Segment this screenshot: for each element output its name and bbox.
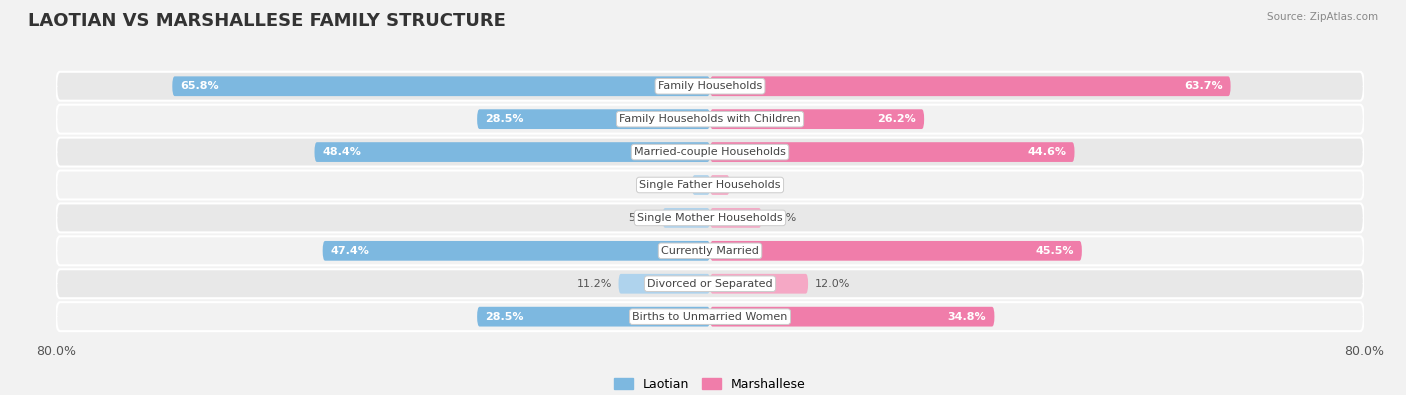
FancyBboxPatch shape <box>56 72 1364 101</box>
FancyBboxPatch shape <box>56 302 1364 331</box>
Text: Single Father Households: Single Father Households <box>640 180 780 190</box>
FancyBboxPatch shape <box>710 208 762 228</box>
Text: Currently Married: Currently Married <box>661 246 759 256</box>
Text: Family Households: Family Households <box>658 81 762 91</box>
FancyBboxPatch shape <box>56 105 1364 134</box>
Text: 5.8%: 5.8% <box>627 213 657 223</box>
FancyBboxPatch shape <box>56 236 1364 265</box>
FancyBboxPatch shape <box>619 274 710 293</box>
FancyBboxPatch shape <box>56 269 1364 298</box>
FancyBboxPatch shape <box>692 175 710 195</box>
Text: Married-couple Households: Married-couple Households <box>634 147 786 157</box>
Text: Source: ZipAtlas.com: Source: ZipAtlas.com <box>1267 12 1378 22</box>
Text: 26.2%: 26.2% <box>877 114 915 124</box>
Text: 12.0%: 12.0% <box>814 279 851 289</box>
Text: 28.5%: 28.5% <box>485 114 524 124</box>
Text: 65.8%: 65.8% <box>180 81 219 91</box>
Text: 47.4%: 47.4% <box>330 246 370 256</box>
Text: Family Households with Children: Family Households with Children <box>619 114 801 124</box>
Text: 48.4%: 48.4% <box>322 147 361 157</box>
Text: Single Mother Households: Single Mother Households <box>637 213 783 223</box>
FancyBboxPatch shape <box>173 76 710 96</box>
Text: 2.2%: 2.2% <box>657 180 686 190</box>
FancyBboxPatch shape <box>56 203 1364 232</box>
FancyBboxPatch shape <box>710 175 730 195</box>
FancyBboxPatch shape <box>710 241 1081 261</box>
Text: 28.5%: 28.5% <box>485 312 524 322</box>
Text: 2.4%: 2.4% <box>737 180 765 190</box>
FancyBboxPatch shape <box>710 109 924 129</box>
FancyBboxPatch shape <box>710 142 1074 162</box>
Text: 45.5%: 45.5% <box>1035 246 1074 256</box>
FancyBboxPatch shape <box>710 76 1230 96</box>
Text: 63.7%: 63.7% <box>1184 81 1222 91</box>
Legend: Laotian, Marshallese: Laotian, Marshallese <box>610 374 810 394</box>
FancyBboxPatch shape <box>322 241 710 261</box>
FancyBboxPatch shape <box>56 171 1364 199</box>
Text: 11.2%: 11.2% <box>576 279 612 289</box>
Text: 44.6%: 44.6% <box>1028 147 1066 157</box>
FancyBboxPatch shape <box>662 208 710 228</box>
Text: 34.8%: 34.8% <box>948 312 986 322</box>
FancyBboxPatch shape <box>477 109 710 129</box>
Text: LAOTIAN VS MARSHALLESE FAMILY STRUCTURE: LAOTIAN VS MARSHALLESE FAMILY STRUCTURE <box>28 12 506 30</box>
FancyBboxPatch shape <box>56 137 1364 167</box>
FancyBboxPatch shape <box>315 142 710 162</box>
Text: 6.3%: 6.3% <box>768 213 796 223</box>
FancyBboxPatch shape <box>710 274 808 293</box>
FancyBboxPatch shape <box>710 307 994 327</box>
Text: Divorced or Separated: Divorced or Separated <box>647 279 773 289</box>
FancyBboxPatch shape <box>477 307 710 327</box>
Text: Births to Unmarried Women: Births to Unmarried Women <box>633 312 787 322</box>
